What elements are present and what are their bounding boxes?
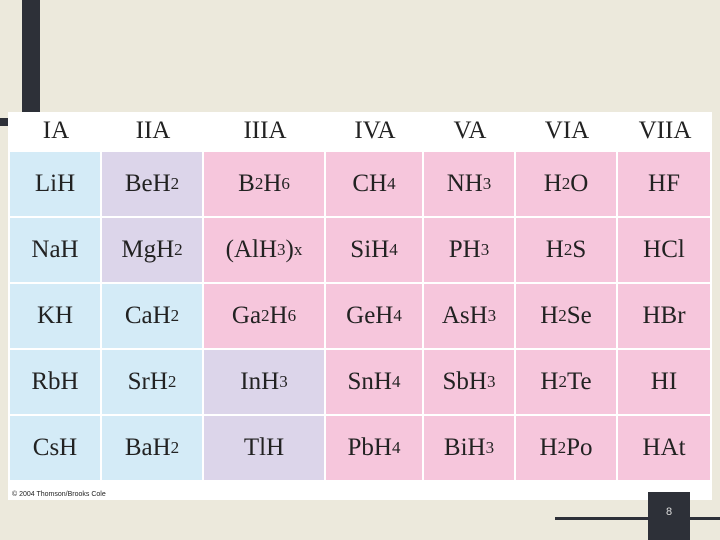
- table-cell: SbH 3: [424, 350, 514, 414]
- table-cell: H 2 Te: [516, 350, 616, 414]
- table-cell: BeH 2: [102, 152, 202, 216]
- table-cell: BaH 2: [102, 416, 202, 480]
- table-cell: CsH: [10, 416, 100, 480]
- table-cell: LiH: [10, 152, 100, 216]
- table-cell: HCl: [618, 218, 710, 282]
- table-cell: Ga 2 H 6: [204, 284, 324, 348]
- table-cell: PbH 4: [326, 416, 422, 480]
- table-cell: HI: [618, 350, 710, 414]
- table-cell: H 2 Se: [516, 284, 616, 348]
- table-cell: (AlH 3) x: [204, 218, 324, 282]
- table-cell: CaH 2: [102, 284, 202, 348]
- column-header: IA: [42, 117, 70, 144]
- table-cell: HBr: [618, 284, 710, 348]
- table-cell: NaH: [10, 218, 100, 282]
- credit: © 2004 Thomson/Brooks Cole: [12, 491, 106, 498]
- column-header: IIIA: [243, 117, 287, 144]
- table-cell: BiH 3: [424, 416, 514, 480]
- slide-number: 8: [665, 506, 673, 518]
- table-cell: NH 3: [424, 152, 514, 216]
- decor-bar: [22, 0, 40, 122]
- table-cell: InH 3: [204, 350, 324, 414]
- table-cell: SnH 4: [326, 350, 422, 414]
- decor-line: [555, 517, 720, 520]
- decor-line: [0, 118, 12, 126]
- table-cell: HF: [618, 152, 710, 216]
- table-cell: HAt: [618, 416, 710, 480]
- column-header: IIA: [135, 117, 171, 144]
- table-cell: GeH 4: [326, 284, 422, 348]
- table-cell: PH 3: [424, 218, 514, 282]
- decor-bar: [648, 492, 690, 540]
- table-cell: H 2 Po: [516, 416, 616, 480]
- table-cell: RbH: [10, 350, 100, 414]
- table-cell: KH: [10, 284, 100, 348]
- column-header: VA: [453, 117, 487, 144]
- table-cell: MgH 2: [102, 218, 202, 282]
- column-header: VIIA: [638, 117, 692, 144]
- table-cell: TlH: [204, 416, 324, 480]
- table-cell: SiH 4: [326, 218, 422, 282]
- column-header: IVA: [354, 117, 396, 144]
- table-image: © 2004 Thomson/Brooks Cole IA IIA IIIA IVA V…: [8, 112, 712, 500]
- table-cell: SrH 2: [102, 350, 202, 414]
- column-header: VIA: [544, 117, 590, 144]
- table-cell: CH 4: [326, 152, 422, 216]
- table-cell: AsH 3: [424, 284, 514, 348]
